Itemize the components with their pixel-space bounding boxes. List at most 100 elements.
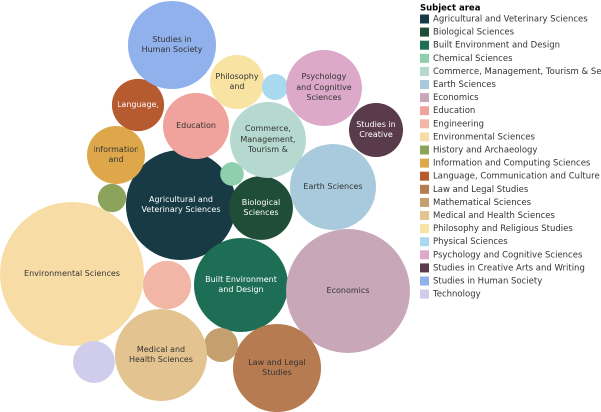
bubble — [229, 176, 293, 240]
bubble-label: Law and Legal Studies — [248, 357, 306, 377]
legend-swatch — [420, 106, 429, 116]
legend-label: Language, Communication and Culture — [433, 172, 600, 182]
bubble — [348, 102, 404, 158]
bubble — [162, 92, 230, 160]
legend-label: Studies in Human Society — [433, 277, 542, 287]
legend-swatch — [420, 197, 429, 207]
legend-swatch — [420, 211, 429, 220]
legend-label: Commerce, Management, Tourism & Services — [433, 67, 601, 77]
legend-label: Environmental Sciences — [433, 132, 535, 142]
bubble-label: Earth Sciences — [303, 181, 363, 191]
bubble-label-box: Biological Sciences — [241, 197, 281, 217]
bubble-label-box: Studies in Creative — [356, 119, 396, 139]
legend-label: Studies in Creative Arts and Writing — [433, 263, 585, 273]
bubble-label-box: Medical and Health Sciences — [128, 344, 193, 364]
legend-swatch — [420, 66, 429, 76]
bubble — [209, 54, 265, 110]
legend-label: Medical and Health Sciences — [433, 211, 556, 221]
bubble — [127, 0, 217, 90]
legend-label: Philosophy and Religious Studies — [433, 224, 573, 234]
bubble-label: Education — [176, 120, 216, 130]
bubble-label-box: Earth Sciences — [303, 181, 363, 191]
bubble-label-box: Information and — [93, 144, 139, 164]
bubble-label-box: Language, — [117, 99, 159, 109]
legend-label: Technology — [432, 290, 481, 300]
bubble-label-box: Commerce, Management, Tourism & — [240, 124, 296, 155]
legend-swatch — [420, 40, 429, 50]
legend-swatch — [420, 263, 429, 273]
legend-label: Law and Legal Studies — [433, 185, 529, 195]
bubble — [111, 78, 165, 132]
bubble — [261, 73, 289, 101]
legend-swatch — [420, 80, 429, 89]
bubble-label: Philosophy and — [216, 71, 258, 91]
bubble-label-box: Environmental Sciences — [24, 268, 120, 278]
bubble — [220, 162, 244, 186]
bubble — [286, 229, 410, 353]
legend-swatch — [420, 145, 429, 155]
legend-swatch — [420, 93, 429, 103]
legend-swatch — [420, 158, 429, 168]
bubble — [203, 327, 239, 363]
legend-swatch — [420, 132, 429, 142]
legend-label: Agricultural and Veterinary Sciences — [433, 15, 588, 25]
bubble — [73, 341, 115, 383]
legend-label: Education — [433, 106, 475, 116]
bubble-label: Agricultural and Veterinary Sciences — [141, 194, 221, 214]
legend-label: Economics — [433, 93, 479, 103]
bubble-label-box: Built Environment and Design — [205, 274, 277, 294]
legend-label: Biological Sciences — [433, 28, 515, 38]
bubble — [289, 143, 377, 231]
legend-label: Earth Sciences — [433, 80, 496, 90]
legend-label: Psychology and Cognitive Sciences — [433, 250, 583, 260]
legend-label: Chemical Sciences — [433, 54, 513, 64]
bubble — [125, 149, 237, 261]
legend-swatch — [420, 171, 429, 181]
bubble — [230, 102, 306, 178]
legend-label: Physical Sciences — [433, 237, 508, 247]
bubble-label: Commerce, Management, Tourism & — [240, 124, 296, 155]
bubble-label-box: Philosophy and — [216, 71, 258, 91]
bubble — [87, 126, 145, 184]
bubble-label-box: Psychology and Cognitive Sciences — [296, 72, 352, 103]
legend-label: Mathematical Sciences — [433, 198, 532, 208]
bubble-label: Medical and Health Sciences — [128, 344, 193, 364]
bubble-label: Biological Sciences — [241, 197, 281, 217]
bubble — [232, 323, 322, 412]
legend-swatch — [420, 27, 429, 37]
legend-swatch — [420, 224, 429, 234]
bubble-label-box: Education — [176, 120, 216, 130]
bubble — [114, 308, 208, 402]
bubble-label: Language, — [117, 99, 159, 109]
bubble-label-box: Agricultural and Veterinary Sciences — [141, 194, 221, 214]
bubble-label-box: Law and Legal Studies — [248, 357, 306, 377]
bubble-label-box: Studies in Human Society — [141, 34, 203, 54]
legend-swatch — [420, 289, 429, 299]
legend-swatch — [420, 250, 429, 260]
legend-label: History and Archaeology — [433, 146, 537, 156]
legend-swatch — [420, 53, 429, 63]
legend-label: Built Environment and Design — [433, 41, 560, 51]
bubble-label: Studies in Creative — [356, 119, 396, 139]
bubble — [97, 183, 127, 213]
bubble-label: Economics — [326, 285, 370, 295]
bubble — [193, 237, 289, 333]
bubble — [0, 202, 144, 346]
bubble-label: Psychology and Cognitive Sciences — [296, 72, 352, 103]
legend-swatch — [420, 119, 429, 129]
legend-swatch — [420, 184, 429, 194]
bubble-label: Information and — [93, 144, 139, 164]
bubble — [142, 260, 192, 310]
legend-swatch — [420, 237, 429, 247]
legend-label: Information and Computing Sciences — [433, 159, 591, 169]
legend-label: Engineering — [433, 119, 484, 129]
bubble-label: Environmental Sciences — [24, 268, 120, 278]
legend-title: Subject area — [420, 4, 481, 14]
bubble-label: Studies in Human Society — [141, 34, 203, 54]
legend-swatch — [420, 14, 429, 24]
bubble-label-box: Economics — [326, 285, 370, 295]
bubble — [286, 50, 362, 126]
legend-swatch — [420, 276, 429, 286]
bubble-label: Built Environment and Design — [205, 274, 277, 294]
